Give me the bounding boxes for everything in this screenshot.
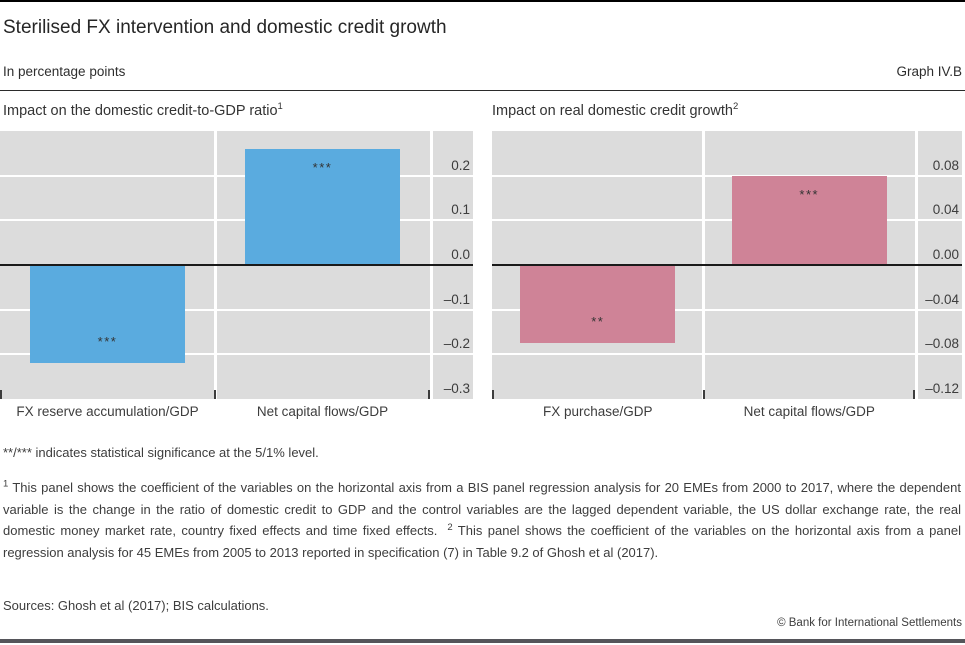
left-chart-panel: 0.2 0.1 0.0 –0.1 –0.2 –0.3 *** FX reserve accum… — [0, 131, 473, 419]
left-panel-title-footnote-marker: 1 — [277, 101, 283, 113]
y-axis-tick-label: –0.12 — [925, 381, 959, 396]
x-axis-category-label: FX purchase/GDP — [542, 404, 653, 419]
right-panel-title-text: Impact on real domestic credit growth — [492, 103, 733, 119]
footnote-2-marker: 2 — [447, 521, 453, 533]
footnote-2-text: This panel shows the coefficient of the … — [3, 523, 961, 560]
footnote-1-marker: 1 — [3, 478, 9, 490]
y-axis-tick-label: 0.08 — [932, 157, 959, 173]
x-axis-category-label: Net capital flows/GDP — [256, 404, 389, 419]
x-axis-tick-mark — [0, 390, 2, 399]
horizontal-gridline — [492, 174, 962, 177]
y-axis-tick-label: –0.2 — [443, 336, 470, 352]
bottom-rule — [0, 639, 965, 643]
y-axis-tick-label: 0.00 — [932, 247, 959, 262]
x-axis-category-label: FX reserve accumulation/GDP — [16, 404, 199, 419]
y-axis-tick-label: –0.08 — [925, 336, 959, 352]
significance-stars: *** — [799, 186, 820, 202]
significance-stars: *** — [97, 334, 118, 350]
graph-number-label: Graph IV.B — [896, 64, 962, 79]
x-axis-tick-mark — [913, 390, 915, 399]
right-chart-panel: 0.08 0.04 0.00 –0.04 –0.08 –0.12 ** FX purchase… — [492, 131, 962, 419]
x-axis-tick-mark — [428, 390, 430, 399]
page-title: Sterilised FX intervention and domestic … — [3, 17, 447, 38]
significance-stars: ** — [591, 314, 605, 330]
x-axis-tick-mark — [492, 390, 494, 399]
significance-stars: *** — [312, 159, 333, 175]
y-axis-tick-label: 0.2 — [451, 157, 470, 173]
right-panel-title: Impact on real domestic credit growth2 — [492, 101, 739, 119]
y-axis-tick-label: 0.04 — [932, 202, 959, 218]
y-axis-tick-label: –0.1 — [443, 291, 470, 307]
horizontal-gridline — [492, 219, 962, 222]
bar-second — [731, 175, 887, 265]
bar-second — [245, 148, 400, 265]
significance-note: **/*** indicates statistical significanc… — [3, 445, 319, 460]
y-axis-tick-label: 0.0 — [451, 247, 470, 262]
zero-axis-line — [492, 264, 962, 266]
footnotes: 1 This panel shows the coefficient of th… — [3, 477, 961, 563]
unit-label: In percentage points — [3, 64, 126, 79]
right-panel-title-footnote-marker: 2 — [732, 101, 739, 113]
sources-line: Sources: Ghosh et al (2017); BIS calcula… — [3, 598, 269, 613]
header-divider — [0, 90, 965, 91]
horizontal-gridline — [492, 308, 962, 311]
x-axis-tick-mark — [214, 390, 216, 399]
horizontal-gridline — [0, 353, 473, 356]
bar-first — [30, 265, 185, 364]
horizontal-gridline — [492, 353, 962, 356]
footnote-1-text: This panel shows the coefficient of the … — [3, 480, 961, 538]
top-rule — [0, 0, 965, 2]
y-axis-tick-label: –0.04 — [925, 291, 959, 307]
left-panel-title-text: Impact on the domestic credit-to-GDP rat… — [3, 103, 278, 119]
left-panel-title: Impact on the domestic credit-to-GDP rat… — [3, 101, 283, 119]
x-axis-category-label: Net capital flows/GDP — [743, 404, 875, 419]
bar-first — [520, 265, 676, 344]
horizontal-gridline — [0, 219, 473, 222]
y-axis-tick-label: 0.1 — [451, 202, 470, 218]
x-axis-tick-mark — [702, 390, 705, 399]
horizontal-gridline — [0, 174, 473, 177]
zero-axis-line — [0, 264, 473, 266]
horizontal-gridline — [0, 308, 473, 311]
copyright-line: © Bank for International Settlements — [777, 617, 962, 629]
y-axis-tick-label: –0.3 — [443, 381, 470, 396]
